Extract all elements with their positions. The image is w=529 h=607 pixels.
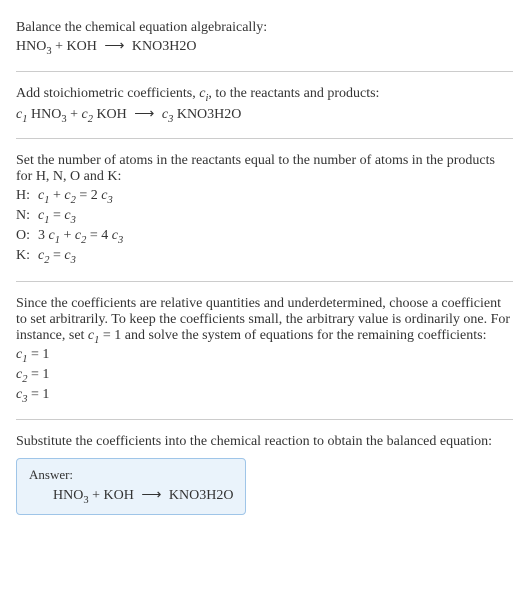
el-eq: c2 = c3 [38,247,131,267]
el-eq: c1 = c3 [38,207,131,227]
answer-box: Answer: HNO3 + KOH ⟶ KNO3H2O [16,458,246,515]
eq-hno: HNO [16,39,46,54]
solve-text: Since the coefficients are relative quan… [16,296,513,346]
section-add-coefficients: Add stoichiometric coefficients, ci, to … [16,76,513,135]
balanced-equation: HNO3 + KOH ⟶ KNO3H2O [29,487,233,506]
t-b: = 1 and solve the system of equations fo… [99,328,486,343]
el-label: O: [16,227,38,247]
sol3: c3 = 1 [16,387,513,405]
eq-plus-koh: + KOH [52,39,101,54]
s: 3 [71,255,76,266]
v: = 1 [27,347,49,362]
section-solve: Since the coefficients are relative quan… [16,286,513,415]
s: 3 [107,195,112,206]
v: = 1 [27,387,49,402]
answer-label: Answer: [29,467,233,483]
section-atom-balance: Set the number of atoms in the reactants… [16,143,513,276]
sol1: c1 = 1 [16,347,513,365]
e: = [49,248,64,263]
m: + [60,228,75,243]
atom-text: Set the number of atoms in the reactants… [16,153,513,185]
arrow2: ⟶ [130,107,162,122]
a-arrow: ⟶ [137,488,165,503]
sol2: c2 = 1 [16,367,513,385]
atom-equations: H: c1 + c2 = 2 c3 N: c1 = c3 O: 3 c1 + c… [16,187,131,266]
el-eq: 3 c1 + c2 = 4 c3 [38,227,131,247]
el-eq: c1 + c2 = 2 c3 [38,187,131,207]
a-hno: HNO [53,488,83,503]
intro-text: Balance the chemical equation algebraica… [16,20,513,36]
s: 3 [71,215,76,226]
table-row: K: c2 = c3 [16,247,131,267]
table-row: H: c1 + c2 = 2 c3 [16,187,131,207]
eq-arrow: ⟶ [100,39,128,54]
e: = 2 [76,188,101,203]
eq-rhs: KNO3H2O [128,39,196,54]
divider [16,281,513,282]
coeff-text: Add stoichiometric coefficients, ci, to … [16,86,513,104]
r3: KNO3H2O [173,107,241,122]
e: = [49,208,64,223]
section-balance-intro: Balance the chemical equation algebraica… [16,10,513,67]
section-answer: Substitute the coefficients into the che… [16,424,513,523]
txt-b: , to the reactants and products: [208,86,379,101]
el-label: H: [16,187,38,207]
unbalanced-equation: HNO3 + KOH ⟶ KNO3H2O [16,38,513,57]
p: 3 [38,228,49,243]
m: + [49,188,64,203]
a-plus: + KOH [89,488,138,503]
el-label: N: [16,207,38,227]
coeff-equation: c1 HNO3 + c2 KOH ⟶ c3 KNO3H2O [16,106,513,125]
a-rhs: KNO3H2O [165,488,233,503]
subst-text: Substitute the coefficients into the che… [16,434,513,450]
v: = 1 [27,367,49,382]
r2: KOH [93,107,130,122]
el-label: K: [16,247,38,267]
e: = 4 [86,228,111,243]
table-row: O: 3 c1 + c2 = 4 c3 [16,227,131,247]
txt-a: Add stoichiometric coefficients, [16,86,199,101]
s: 3 [118,235,123,246]
divider [16,138,513,139]
divider [16,71,513,72]
plus1: + [67,107,82,122]
r1: HNO [27,107,61,122]
divider [16,419,513,420]
table-row: N: c1 = c3 [16,207,131,227]
